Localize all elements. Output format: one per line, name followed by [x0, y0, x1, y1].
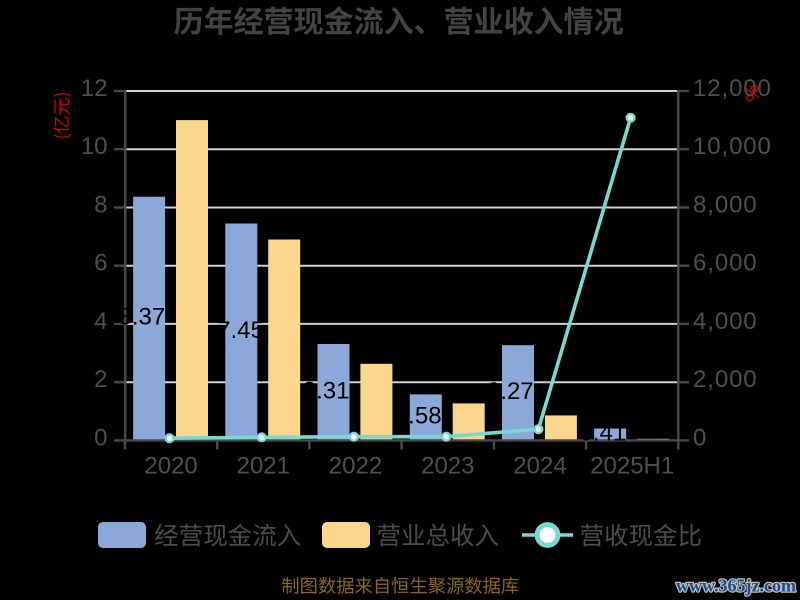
svg-text:3.31: 3.31 [303, 377, 350, 404]
svg-text:6,000: 6,000 [693, 250, 758, 277]
svg-text:8: 8 [94, 192, 107, 219]
svg-text:10,000: 10,000 [693, 133, 772, 160]
svg-text:2,000: 2,000 [693, 366, 758, 393]
svg-text:2023: 2023 [421, 452, 474, 479]
svg-text:0.41: 0.41 [580, 420, 627, 447]
svg-text:2: 2 [94, 366, 107, 393]
svg-text:8,000: 8,000 [693, 192, 758, 219]
svg-text:8.37: 8.37 [119, 304, 166, 331]
svg-text:2020: 2020 [144, 452, 197, 479]
svg-text:10: 10 [81, 133, 108, 160]
svg-text:6: 6 [94, 250, 107, 277]
svg-text:4: 4 [94, 308, 107, 335]
svg-text:3.27: 3.27 [487, 378, 534, 405]
svg-text:%: % [743, 84, 764, 101]
svg-text:0: 0 [693, 424, 707, 451]
svg-text:2021: 2021 [237, 452, 290, 479]
svg-text:12: 12 [81, 75, 108, 102]
svg-text:7.45: 7.45 [217, 317, 264, 344]
svg-text:4,000: 4,000 [693, 308, 758, 335]
svg-text:12,000: 12,000 [693, 75, 772, 102]
svg-text:www.365jz.com: www.365jz.com [676, 576, 796, 596]
svg-text:2022: 2022 [329, 452, 382, 479]
svg-text:2025H1: 2025H1 [590, 452, 674, 479]
svg-text:2024: 2024 [513, 452, 566, 479]
svg-text:0: 0 [94, 424, 107, 451]
svg-text:1.58: 1.58 [395, 403, 442, 430]
